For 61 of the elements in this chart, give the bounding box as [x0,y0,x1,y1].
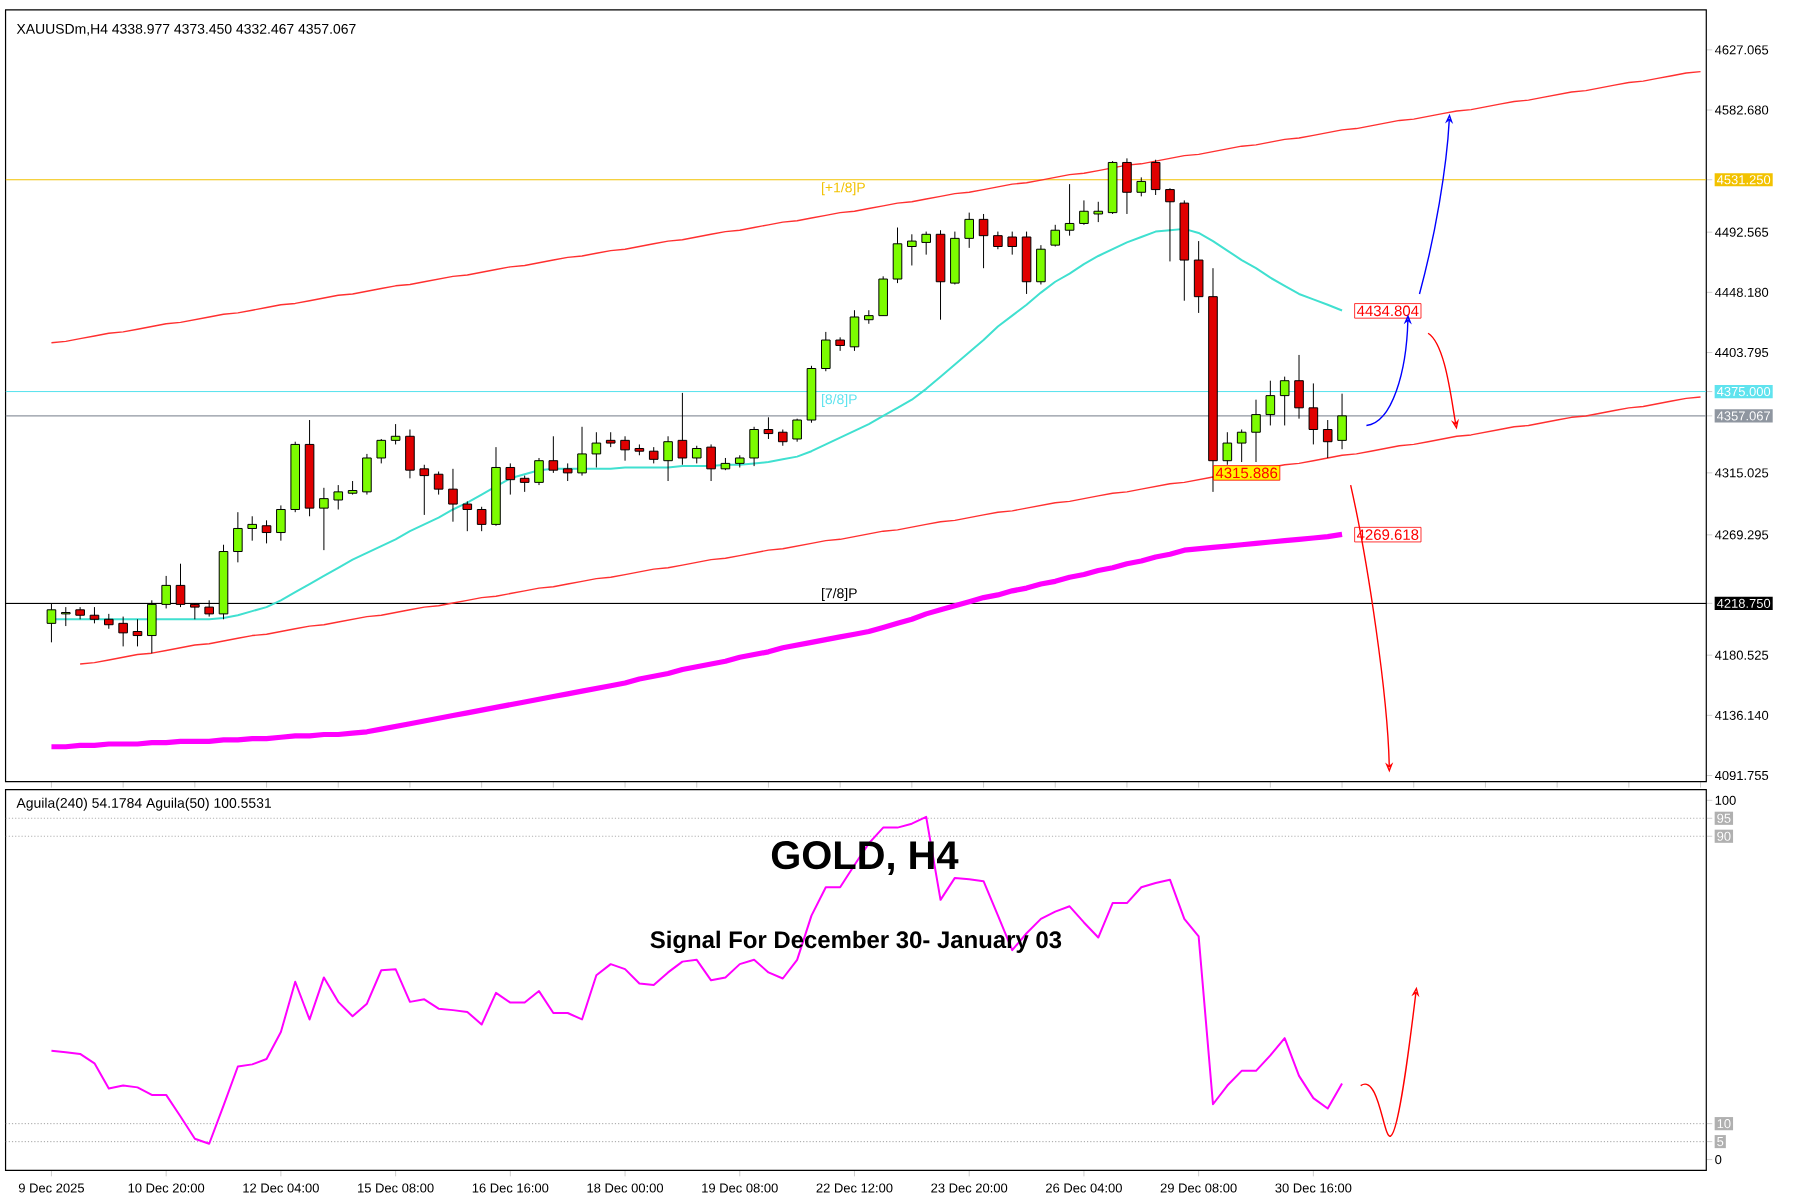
candlestick [878,275,888,317]
candlestick [620,435,630,462]
candlestick [577,426,587,476]
candlestick [319,487,329,551]
candlestick [1064,183,1075,237]
candlestick [462,500,473,532]
candlestick [1337,393,1347,450]
candlestick [950,230,960,285]
candlestick [132,618,143,647]
candlestick [1294,354,1304,420]
candlestick [233,511,243,563]
candlestick [118,615,128,647]
candlestick [1079,199,1089,226]
candlestick [835,336,845,352]
candlestick [376,438,387,464]
candlestick [1007,230,1018,256]
candlestick [433,470,444,495]
candlestick [276,504,286,542]
candlestick [1236,428,1247,463]
candlestick [749,426,759,467]
candlestick [907,233,917,266]
candlestick [1222,431,1233,466]
candlestick [1136,176,1147,197]
candlestick [362,453,372,495]
candlestick [1251,399,1261,463]
candlestick [1165,187,1175,262]
candlestick [333,484,344,510]
candlestick [935,229,946,321]
candlestick [405,428,415,479]
candlestick [476,506,487,532]
candlestick [419,464,430,516]
candlestick [921,230,931,256]
candlestick [1050,224,1061,247]
candlestick [978,213,989,269]
candlestick [1093,201,1104,223]
candlestick [1193,240,1204,314]
candlestick [261,519,272,544]
candlestick [663,435,673,482]
candlestick [247,515,258,542]
candlestick [591,431,602,468]
candlestick [548,435,559,474]
candlestick [534,457,544,486]
candlestick [763,416,774,440]
candlestick [1265,380,1276,426]
candlestick [964,211,975,249]
candlestick [1036,244,1046,285]
candlestick [677,392,688,466]
candlestick [505,462,516,495]
candlestick [1308,382,1319,445]
candlestick [448,468,458,523]
candlestick [892,226,903,284]
candlestick [849,309,860,352]
candlestick [1279,376,1290,426]
candlestick [1150,159,1161,196]
candlestick [390,423,401,445]
candlestick [1021,230,1032,295]
line-series [50,815,1344,1145]
candlestick [706,443,716,482]
candlestick [1122,157,1132,215]
candlestick [821,331,831,372]
candlestick [1322,419,1333,459]
